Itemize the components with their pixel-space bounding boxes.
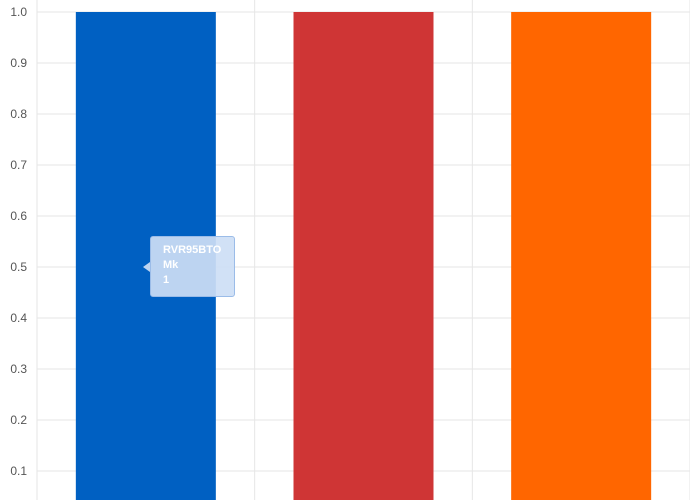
bar[interactable]	[511, 12, 652, 500]
tooltip: RVR95BTO Mk 1	[150, 236, 235, 297]
y-tick-label: 0.5	[10, 260, 27, 274]
y-tick-label: 0.2	[10, 413, 27, 427]
bars	[75, 12, 652, 500]
bar[interactable]	[293, 12, 434, 500]
y-tick-label: 0.3	[10, 362, 27, 376]
y-tick-label: 0.7	[10, 158, 27, 172]
tooltip-arrow	[143, 262, 150, 272]
tooltip-series-name: Mk	[163, 259, 179, 271]
y-tick-label: 0.6	[10, 209, 27, 223]
tooltip-value: 1	[163, 274, 170, 286]
y-tick-label: 0.8	[10, 107, 27, 121]
y-tick-label: 1.0	[10, 5, 27, 19]
y-axis-ticks: 0.1 0.2 0.3 0.4 0.5 0.6 0.7 0.8 0.9 1.0	[10, 5, 27, 478]
y-tick-label: 0.4	[10, 311, 27, 325]
y-tick-label: 0.9	[10, 56, 27, 70]
y-tick-label: 0.1	[10, 464, 27, 478]
tooltip-title: RVR95BTO	[163, 244, 222, 256]
